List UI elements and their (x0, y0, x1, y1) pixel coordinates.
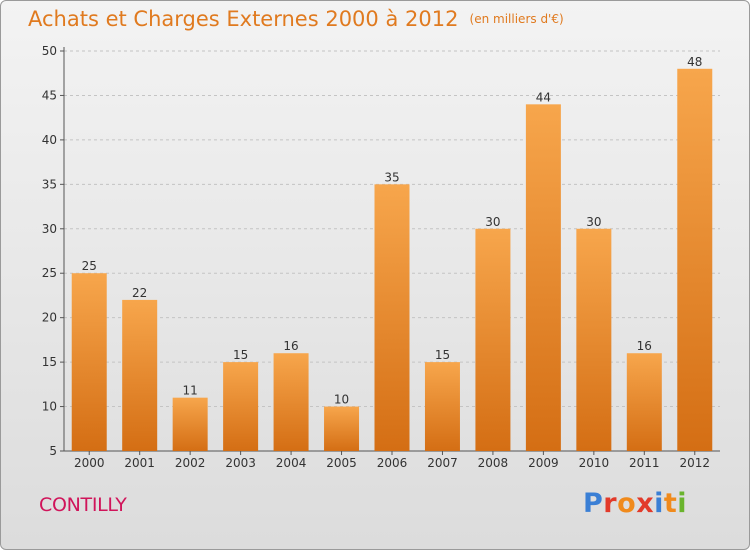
chart-title-block: Achats et Charges Externes 2000 à 2012 (… (28, 7, 564, 31)
commune-name: CONTILLY (39, 494, 127, 516)
bar-value-label: 30 (485, 215, 500, 229)
bar-value-label: 11 (183, 384, 198, 398)
bar (374, 184, 410, 452)
bar (71, 273, 107, 451)
logo-letter: P (583, 488, 604, 519)
logo-letter: i (654, 488, 664, 519)
x-tick-label: 2005 (326, 456, 357, 470)
bar-value-label: 15 (435, 348, 450, 362)
x-tick-label: 2009 (528, 456, 559, 470)
bar (525, 104, 561, 451)
bar-value-label: 48 (687, 55, 702, 69)
bar-value-label: 15 (233, 348, 248, 362)
x-tick-label: 2001 (124, 456, 155, 470)
bar-value-label: 30 (586, 215, 601, 229)
bar-value-label: 25 (82, 259, 97, 273)
bar-value-label: 16 (637, 339, 652, 353)
x-tick-label: 2011 (629, 456, 660, 470)
y-tick-label: 30 (42, 222, 57, 236)
bar (626, 353, 662, 451)
bar (223, 362, 259, 451)
bar-value-label: 35 (384, 170, 399, 184)
bar (424, 362, 460, 451)
y-tick-label: 10 (42, 400, 57, 414)
bar (273, 353, 309, 451)
logo-letter: r (603, 488, 618, 519)
bar-value-label: 16 (283, 339, 298, 353)
x-tick-label: 2004 (276, 456, 307, 470)
y-tick-label: 40 (42, 133, 57, 147)
y-tick-label: 25 (42, 266, 57, 280)
logo-letter: x (636, 488, 655, 519)
x-tick-label: 2002 (175, 456, 206, 470)
bar (324, 406, 360, 451)
x-tick-label: 2008 (478, 456, 509, 470)
logo-letter: t (663, 488, 678, 519)
x-tick-label: 2006 (377, 456, 408, 470)
bar-value-labels: 25 22 11 15 16 10 35 15 30 44 30 16 48 (82, 55, 703, 407)
y-tick-label: 35 (42, 177, 57, 191)
y-tick-label: 20 (42, 311, 57, 325)
x-tick-label: 2010 (579, 456, 610, 470)
bar-value-label: 44 (536, 90, 551, 104)
y-tick-label: 45 (42, 88, 57, 102)
logo-letter: o (617, 488, 637, 519)
proxiti-logo: Proxiti (583, 488, 687, 519)
bar (172, 397, 208, 451)
x-tick-label: 2012 (679, 456, 710, 470)
y-tick-label: 50 (42, 44, 57, 58)
bar (677, 68, 713, 452)
y-tick-label: 15 (42, 355, 57, 369)
x-tick-labels: 2000 2001 2002 2003 2004 2005 2006 2007 2008 2009… (74, 456, 710, 470)
bars (71, 68, 713, 452)
y-tick-label: 5 (49, 444, 57, 458)
chart-title: Achats et Charges Externes 2000 à 2012 (28, 7, 459, 31)
bar-value-label: 22 (132, 286, 147, 300)
bar (475, 228, 511, 451)
bar (576, 228, 612, 451)
x-tick-label: 2007 (427, 456, 458, 470)
x-tick-label: 2003 (225, 456, 256, 470)
unit-note: (en milliers d'€) (469, 12, 564, 26)
y-tick-labels: 5 10 15 20 25 30 35 40 45 50 (42, 44, 57, 458)
bar (122, 299, 158, 451)
logo-letter: i (677, 488, 688, 519)
bar-value-label: 10 (334, 393, 349, 407)
x-tick-label: 2000 (74, 456, 105, 470)
